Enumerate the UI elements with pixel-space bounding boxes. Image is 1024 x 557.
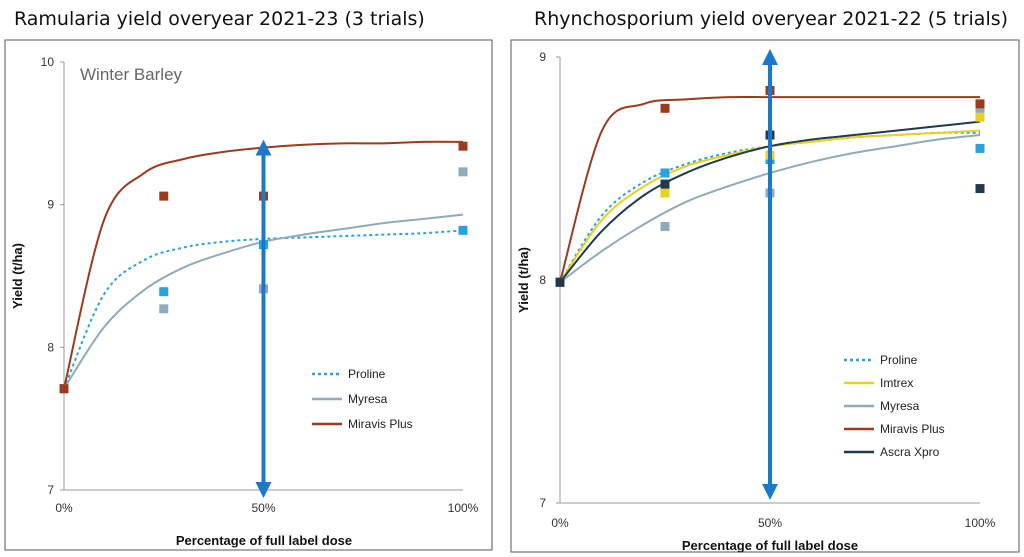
y-tick-label: 7 xyxy=(539,496,546,510)
data-point-ascra-xpro xyxy=(555,277,565,287)
y-tick-label: 9 xyxy=(47,198,54,212)
data-point-ascra-xpro xyxy=(975,184,985,194)
x-tick-label: 0% xyxy=(551,516,569,530)
legend-label: Myresa xyxy=(880,399,920,413)
legend-label: Proline xyxy=(880,353,918,367)
y-tick-label: 9 xyxy=(539,50,546,64)
chart-annotation: Winter Barley xyxy=(80,65,183,84)
y-tick-label: 10 xyxy=(41,55,55,69)
x-tick-label: 100% xyxy=(448,501,479,515)
legend-label: Proline xyxy=(348,367,386,381)
data-point-myresa xyxy=(159,304,169,314)
data-point-proline xyxy=(975,143,985,153)
x-tick-label: 0% xyxy=(55,501,73,515)
data-point-myresa xyxy=(458,167,468,177)
plot-area-rhynchosporium: 7 8 9 0% 50% 100% Percentage of full label dos… xyxy=(516,49,996,553)
x-axis-label: Percentage of full label dose xyxy=(176,533,352,548)
data-point-proline xyxy=(458,225,468,235)
series-line-miravis-plus xyxy=(559,95,980,283)
legend-label: Imtrex xyxy=(880,376,913,390)
data-point-miravis-plus xyxy=(159,191,169,201)
data-point-miravis-plus xyxy=(458,141,468,151)
data-point-miravis-plus xyxy=(660,103,670,113)
chart-title-rhynchosporium: Rhynchosporium yield overyear 2021-22 (5… xyxy=(534,8,1009,30)
legend-label: Miravis Plus xyxy=(348,417,413,431)
legend-label: Myresa xyxy=(348,392,388,406)
series-line-miravis-plus xyxy=(63,140,464,389)
data-point-miravis-plus xyxy=(59,384,69,394)
y-tick-label: 8 xyxy=(47,340,54,354)
x-axis-label: Percentage of full label dose xyxy=(682,538,858,553)
y-tick-label: 8 xyxy=(539,273,546,287)
y-axis-label: Yield (t/ha) xyxy=(10,243,25,309)
data-point-imtrex xyxy=(975,112,985,122)
data-point-miravis-plus xyxy=(975,99,985,109)
chart-frame-rhynchosporium xyxy=(510,39,1020,553)
legend-label: Ascra Xpro xyxy=(880,445,940,459)
data-point-myresa xyxy=(660,221,670,231)
data-point-ascra-xpro xyxy=(660,179,670,189)
y-axis-label: Yield (t/ha) xyxy=(516,247,531,313)
x-tick-label: 50% xyxy=(251,501,275,515)
x-tick-label: 50% xyxy=(758,516,782,530)
data-point-proline xyxy=(159,287,169,297)
data-point-proline xyxy=(660,168,670,178)
y-tick-label: 7 xyxy=(47,483,54,497)
legend-label: Miravis Plus xyxy=(880,422,945,436)
series-line-proline xyxy=(63,229,464,390)
x-tick-label: 100% xyxy=(965,516,996,530)
chart-frame-ramularia xyxy=(4,39,493,551)
data-point-imtrex xyxy=(660,188,670,198)
chart-title-ramularia: Ramularia yield overyear 2021-23 (3 tria… xyxy=(14,8,425,30)
